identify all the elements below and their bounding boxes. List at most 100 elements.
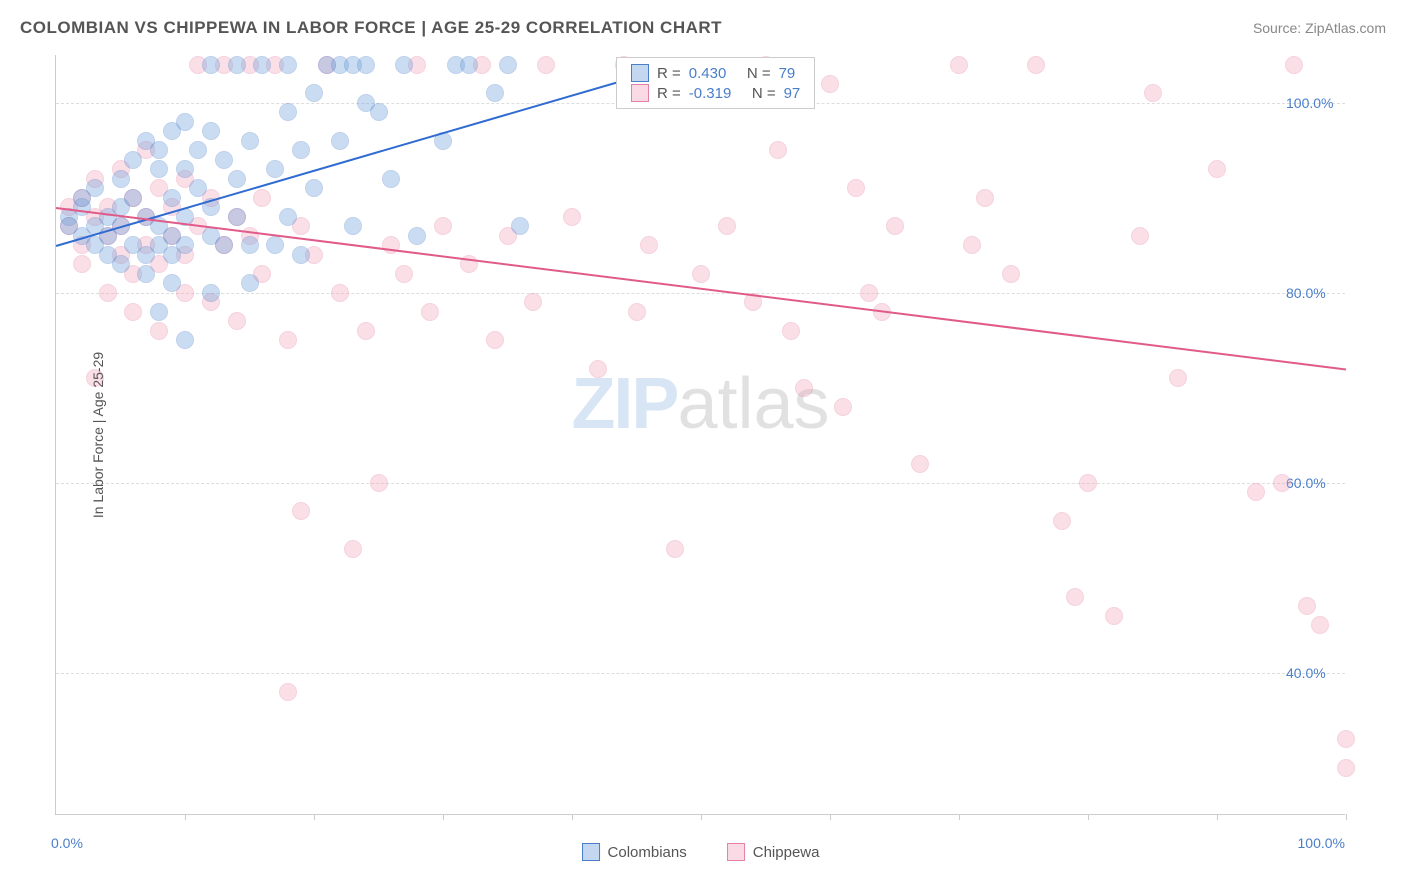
- data-point: [640, 236, 658, 254]
- data-point: [279, 208, 297, 226]
- data-point: [292, 141, 310, 159]
- legend-r-value: 0.430: [689, 65, 727, 82]
- data-point: [1337, 730, 1355, 748]
- data-point: [1002, 265, 1020, 283]
- chart-title: COLOMBIAN VS CHIPPEWA IN LABOR FORCE | A…: [20, 18, 722, 38]
- data-point: [1311, 616, 1329, 634]
- data-point: [189, 179, 207, 197]
- data-point: [511, 217, 529, 235]
- legend-n-label: N =: [739, 85, 775, 102]
- legend-swatch: [631, 84, 649, 102]
- data-point: [241, 132, 259, 150]
- data-point: [253, 56, 271, 74]
- data-point: [1298, 597, 1316, 615]
- data-point: [112, 170, 130, 188]
- data-point: [628, 303, 646, 321]
- data-point: [176, 236, 194, 254]
- data-point: [150, 160, 168, 178]
- data-point: [150, 322, 168, 340]
- data-point: [950, 56, 968, 74]
- x-tick: [572, 814, 573, 820]
- data-point: [124, 303, 142, 321]
- data-point: [253, 189, 271, 207]
- data-point: [1169, 369, 1187, 387]
- data-point: [847, 179, 865, 197]
- data-point: [1337, 759, 1355, 777]
- data-point: [344, 217, 362, 235]
- data-point: [370, 103, 388, 121]
- data-point: [305, 179, 323, 197]
- data-point: [124, 189, 142, 207]
- series-name: Colombians: [608, 844, 687, 861]
- data-point: [228, 170, 246, 188]
- series-legend-item: Chippewa: [727, 843, 820, 861]
- data-point: [305, 84, 323, 102]
- legend-swatch: [582, 843, 600, 861]
- data-point: [99, 284, 117, 302]
- series-legend-item: Colombians: [582, 843, 687, 861]
- data-point: [202, 122, 220, 140]
- data-point: [215, 151, 233, 169]
- data-point: [563, 208, 581, 226]
- data-point: [176, 113, 194, 131]
- data-point: [331, 132, 349, 150]
- data-point: [1285, 56, 1303, 74]
- gridline: [56, 483, 1345, 484]
- legend-swatch: [727, 843, 745, 861]
- legend-row: R = -0.319 N = 97: [631, 84, 800, 102]
- data-point: [266, 236, 284, 254]
- data-point: [124, 151, 142, 169]
- data-point: [241, 274, 259, 292]
- data-point: [408, 227, 426, 245]
- x-tick: [443, 814, 444, 820]
- legend-n-value: 79: [779, 65, 796, 82]
- data-point: [266, 160, 284, 178]
- data-point: [292, 502, 310, 520]
- correlation-legend: R = 0.430 N = 79 R = -0.319 N = 97: [616, 57, 815, 109]
- data-point: [241, 236, 259, 254]
- data-point: [1066, 588, 1084, 606]
- source-attribution: Source: ZipAtlas.com: [1253, 20, 1386, 36]
- data-point: [718, 217, 736, 235]
- data-point: [1247, 483, 1265, 501]
- data-point: [486, 84, 504, 102]
- data-point: [860, 284, 878, 302]
- data-point: [150, 141, 168, 159]
- series-name: Chippewa: [753, 844, 820, 861]
- data-point: [1208, 160, 1226, 178]
- data-point: [460, 56, 478, 74]
- legend-r-label: R =: [657, 85, 681, 102]
- data-point: [86, 179, 104, 197]
- x-label-left: 0.0%: [51, 835, 83, 851]
- data-point: [769, 141, 787, 159]
- data-point: [666, 540, 684, 558]
- data-point: [331, 284, 349, 302]
- legend-n-value: 97: [784, 85, 801, 102]
- data-point: [886, 217, 904, 235]
- data-point: [434, 217, 452, 235]
- x-tick: [185, 814, 186, 820]
- data-point: [795, 379, 813, 397]
- x-tick: [1346, 814, 1347, 820]
- data-point: [499, 56, 517, 74]
- data-point: [976, 189, 994, 207]
- x-tick: [314, 814, 315, 820]
- data-point: [279, 56, 297, 74]
- data-point: [1079, 474, 1097, 492]
- data-point: [189, 141, 207, 159]
- data-point: [228, 208, 246, 226]
- data-point: [486, 331, 504, 349]
- y-axis-label: In Labor Force | Age 25-29: [90, 352, 106, 518]
- data-point: [1131, 227, 1149, 245]
- legend-r-label: R =: [657, 65, 681, 82]
- legend-n-label: N =: [734, 65, 770, 82]
- data-point: [292, 246, 310, 264]
- y-tick-label: 80.0%: [1286, 285, 1326, 301]
- data-point: [202, 284, 220, 302]
- data-point: [344, 540, 362, 558]
- data-point: [357, 322, 375, 340]
- data-point: [1105, 607, 1123, 625]
- data-point: [228, 312, 246, 330]
- data-point: [589, 360, 607, 378]
- data-point: [176, 331, 194, 349]
